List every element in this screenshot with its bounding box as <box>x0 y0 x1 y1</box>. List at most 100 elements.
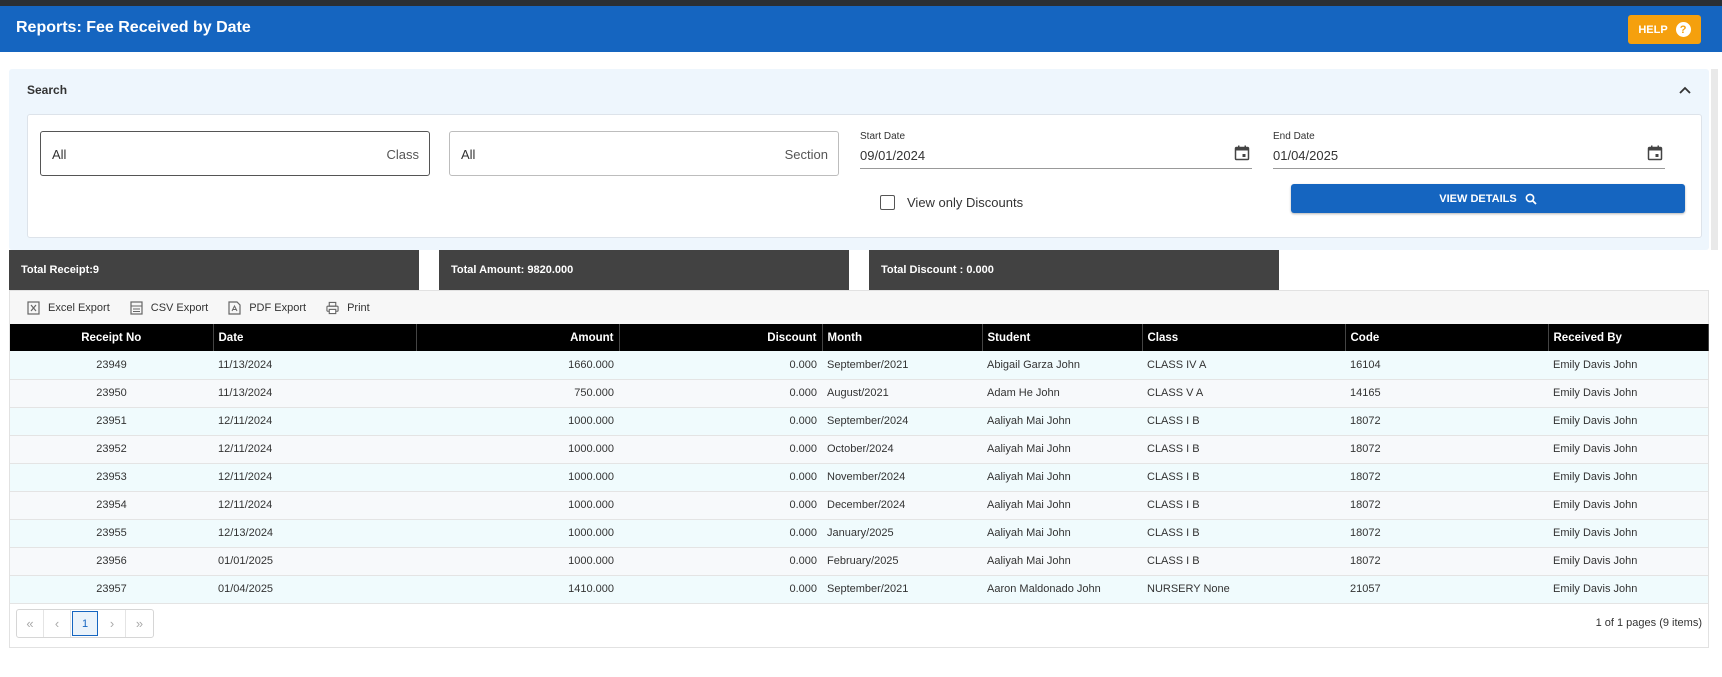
col-receipt-no[interactable]: Receipt No <box>10 324 214 351</box>
cell-received-by: Emily Davis John <box>1548 435 1708 464</box>
cell-amount: 1660.000 <box>416 351 619 380</box>
end-date-field[interactable]: End Date 01/04/2025 <box>1273 129 1665 169</box>
cell-date: 12/11/2024 <box>213 435 416 464</box>
class-select-label: Class <box>386 147 419 162</box>
section-select-value: All <box>461 147 476 162</box>
table-row[interactable]: 23950 11/13/2024 750.000 0.000 August/20… <box>10 379 1708 408</box>
cell-month: February/2025 <box>822 547 982 576</box>
col-amount[interactable]: Amount <box>416 324 620 351</box>
cell-month: October/2024 <box>822 435 982 464</box>
cell-receipt-no: 23957 <box>10 575 213 604</box>
table-row[interactable]: 23952 12/11/2024 1000.000 0.000 October/… <box>10 435 1708 464</box>
cell-code: 18072 <box>1345 435 1548 464</box>
last-page-button[interactable]: » <box>135 616 144 631</box>
page-header: Reports: Fee Received by Date HELP ? <box>0 6 1722 52</box>
cell-amount: 1410.000 <box>416 575 619 604</box>
total-discount-card: Total Discount : 0.000 <box>869 250 1279 290</box>
cell-receipt-no: 23956 <box>10 547 213 576</box>
col-date[interactable]: Date <box>213 324 417 351</box>
page-1-button[interactable]: 1 <box>72 611 98 636</box>
class-select[interactable]: All Class <box>40 131 430 176</box>
table-header-row: Receipt No Date Amount Discount Month St… <box>10 324 1709 351</box>
cell-class: CLASS I B <box>1142 547 1345 576</box>
view-only-discounts-checkbox[interactable]: View only Discounts <box>880 195 1023 210</box>
pdf-export-label: PDF Export <box>249 301 307 314</box>
cell-code: 21057 <box>1345 575 1548 604</box>
col-student[interactable]: Student <box>982 324 1143 351</box>
cell-date: 12/11/2024 <box>213 463 416 492</box>
excel-icon <box>27 300 40 315</box>
pager: « ‹ 1 › » <box>16 609 154 638</box>
table-row[interactable]: 23953 12/11/2024 1000.000 0.000 November… <box>10 463 1708 492</box>
cell-month: November/2024 <box>822 463 982 492</box>
search-form: All Class All Section Start Date 09/01/2… <box>27 114 1702 238</box>
cell-date: 01/04/2025 <box>213 575 416 604</box>
csv-export-button[interactable]: CSV Export <box>130 300 209 315</box>
checkbox-box[interactable] <box>880 195 895 210</box>
col-discount[interactable]: Discount <box>619 324 823 351</box>
cell-discount: 0.000 <box>619 575 822 604</box>
calendar-icon[interactable] <box>1647 145 1663 161</box>
cell-code: 18072 <box>1345 407 1548 436</box>
next-page-button[interactable]: › <box>99 610 126 637</box>
view-details-button[interactable]: VIEW DETAILS <box>1291 184 1685 213</box>
cell-discount: 0.000 <box>619 379 822 408</box>
csv-export-label: CSV Export <box>150 301 209 314</box>
pdf-export-button[interactable]: PDF Export <box>228 300 307 315</box>
report-grid: Excel Export CSV Export PDF Export Print… <box>9 290 1709 648</box>
help-button[interactable]: HELP ? <box>1628 15 1701 44</box>
print-label: Print <box>347 301 370 314</box>
cell-amount: 1000.000 <box>416 407 619 436</box>
view-details-label: VIEW DETAILS <box>1439 192 1517 205</box>
cell-received-by: Emily Davis John <box>1548 351 1708 380</box>
cell-discount: 0.000 <box>619 547 822 576</box>
section-select-label: Section <box>784 147 828 162</box>
table-row[interactable]: 23956 01/01/2025 1000.000 0.000 February… <box>10 547 1708 576</box>
cell-month: September/2021 <box>822 575 982 604</box>
fee-table: Receipt No Date Amount Discount Month St… <box>10 324 1709 604</box>
cell-discount: 0.000 <box>619 351 822 380</box>
scrollbar[interactable] <box>1711 69 1718 250</box>
start-date-field[interactable]: Start Date 09/01/2024 <box>860 129 1252 169</box>
cell-date: 11/13/2024 <box>213 351 416 380</box>
cell-discount: 0.000 <box>619 407 822 436</box>
prev-page-button[interactable]: ‹ <box>44 610 71 637</box>
cell-receipt-no: 23955 <box>10 519 213 548</box>
cell-received-by: Emily Davis John <box>1548 379 1708 408</box>
cell-amount: 1000.000 <box>416 491 619 520</box>
table-row[interactable]: 23954 12/11/2024 1000.000 0.000 December… <box>10 491 1708 520</box>
search-panel: Search All Class All Section Start Date … <box>9 69 1709 250</box>
total-amount-text: Total Amount: 9820.000 <box>451 264 574 276</box>
table-row[interactable]: 23957 01/04/2025 1410.000 0.000 Septembe… <box>10 575 1708 604</box>
print-button[interactable]: Print <box>326 301 370 315</box>
col-class[interactable]: Class <box>1142 324 1346 351</box>
cell-received-by: Emily Davis John <box>1548 575 1708 604</box>
table-row[interactable]: 23951 12/11/2024 1000.000 0.000 Septembe… <box>10 407 1708 436</box>
page-info: 1 of 1 pages (9 items) <box>1595 617 1702 629</box>
cell-discount: 0.000 <box>619 491 822 520</box>
cell-receipt-no: 23951 <box>10 407 213 436</box>
chevron-up-icon[interactable] <box>1679 81 1691 97</box>
cell-month: August/2021 <box>822 379 982 408</box>
table-row[interactable]: 23955 12/13/2024 1000.000 0.000 January/… <box>10 519 1708 548</box>
excel-export-button[interactable]: Excel Export <box>27 300 110 315</box>
cell-received-by: Emily Davis John <box>1548 463 1708 492</box>
cell-date: 12/13/2024 <box>213 519 416 548</box>
calendar-icon[interactable] <box>1234 145 1250 161</box>
table-row[interactable]: 23949 11/13/2024 1660.000 0.000 Septembe… <box>10 351 1708 380</box>
cell-receipt-no: 23952 <box>10 435 213 464</box>
checkbox-label: View only Discounts <box>907 195 1024 210</box>
col-month[interactable]: Month <box>822 324 983 351</box>
section-select[interactable]: All Section <box>449 131 839 176</box>
cell-month: September/2024 <box>822 407 982 436</box>
cell-code: 18072 <box>1345 463 1548 492</box>
cell-amount: 1000.000 <box>416 435 619 464</box>
cell-amount: 1000.000 <box>416 463 619 492</box>
search-title: Search <box>27 83 68 97</box>
first-page-button[interactable]: « <box>17 610 44 637</box>
cell-amount: 1000.000 <box>416 547 619 576</box>
col-received-by[interactable]: Received By <box>1548 324 1709 351</box>
question-circle-icon: ? <box>1675 22 1691 37</box>
col-code[interactable]: Code <box>1345 324 1549 351</box>
start-date-value: 09/01/2024 <box>860 148 926 163</box>
